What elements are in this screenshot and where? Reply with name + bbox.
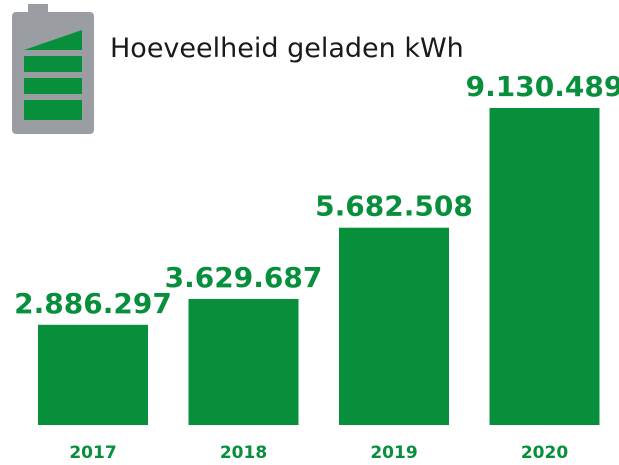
x-tick-label: 2019 (370, 443, 417, 463)
battery-icon (12, 4, 94, 134)
bar (339, 227, 449, 425)
x-tick-label: 2017 (69, 443, 116, 463)
bar (489, 108, 600, 425)
bar (38, 324, 148, 425)
value-label: 3.629.687 (165, 261, 323, 294)
value-label: 9.130.489 (466, 70, 619, 103)
value-label: 5.682.508 (315, 190, 473, 223)
x-tick-label: 2020 (521, 443, 568, 463)
chart-title: Hoeveelheid geladen kWh (110, 33, 464, 64)
x-tick-label: 2018 (220, 443, 267, 463)
bar (188, 298, 299, 425)
value-label: 2.886.297 (14, 287, 172, 320)
